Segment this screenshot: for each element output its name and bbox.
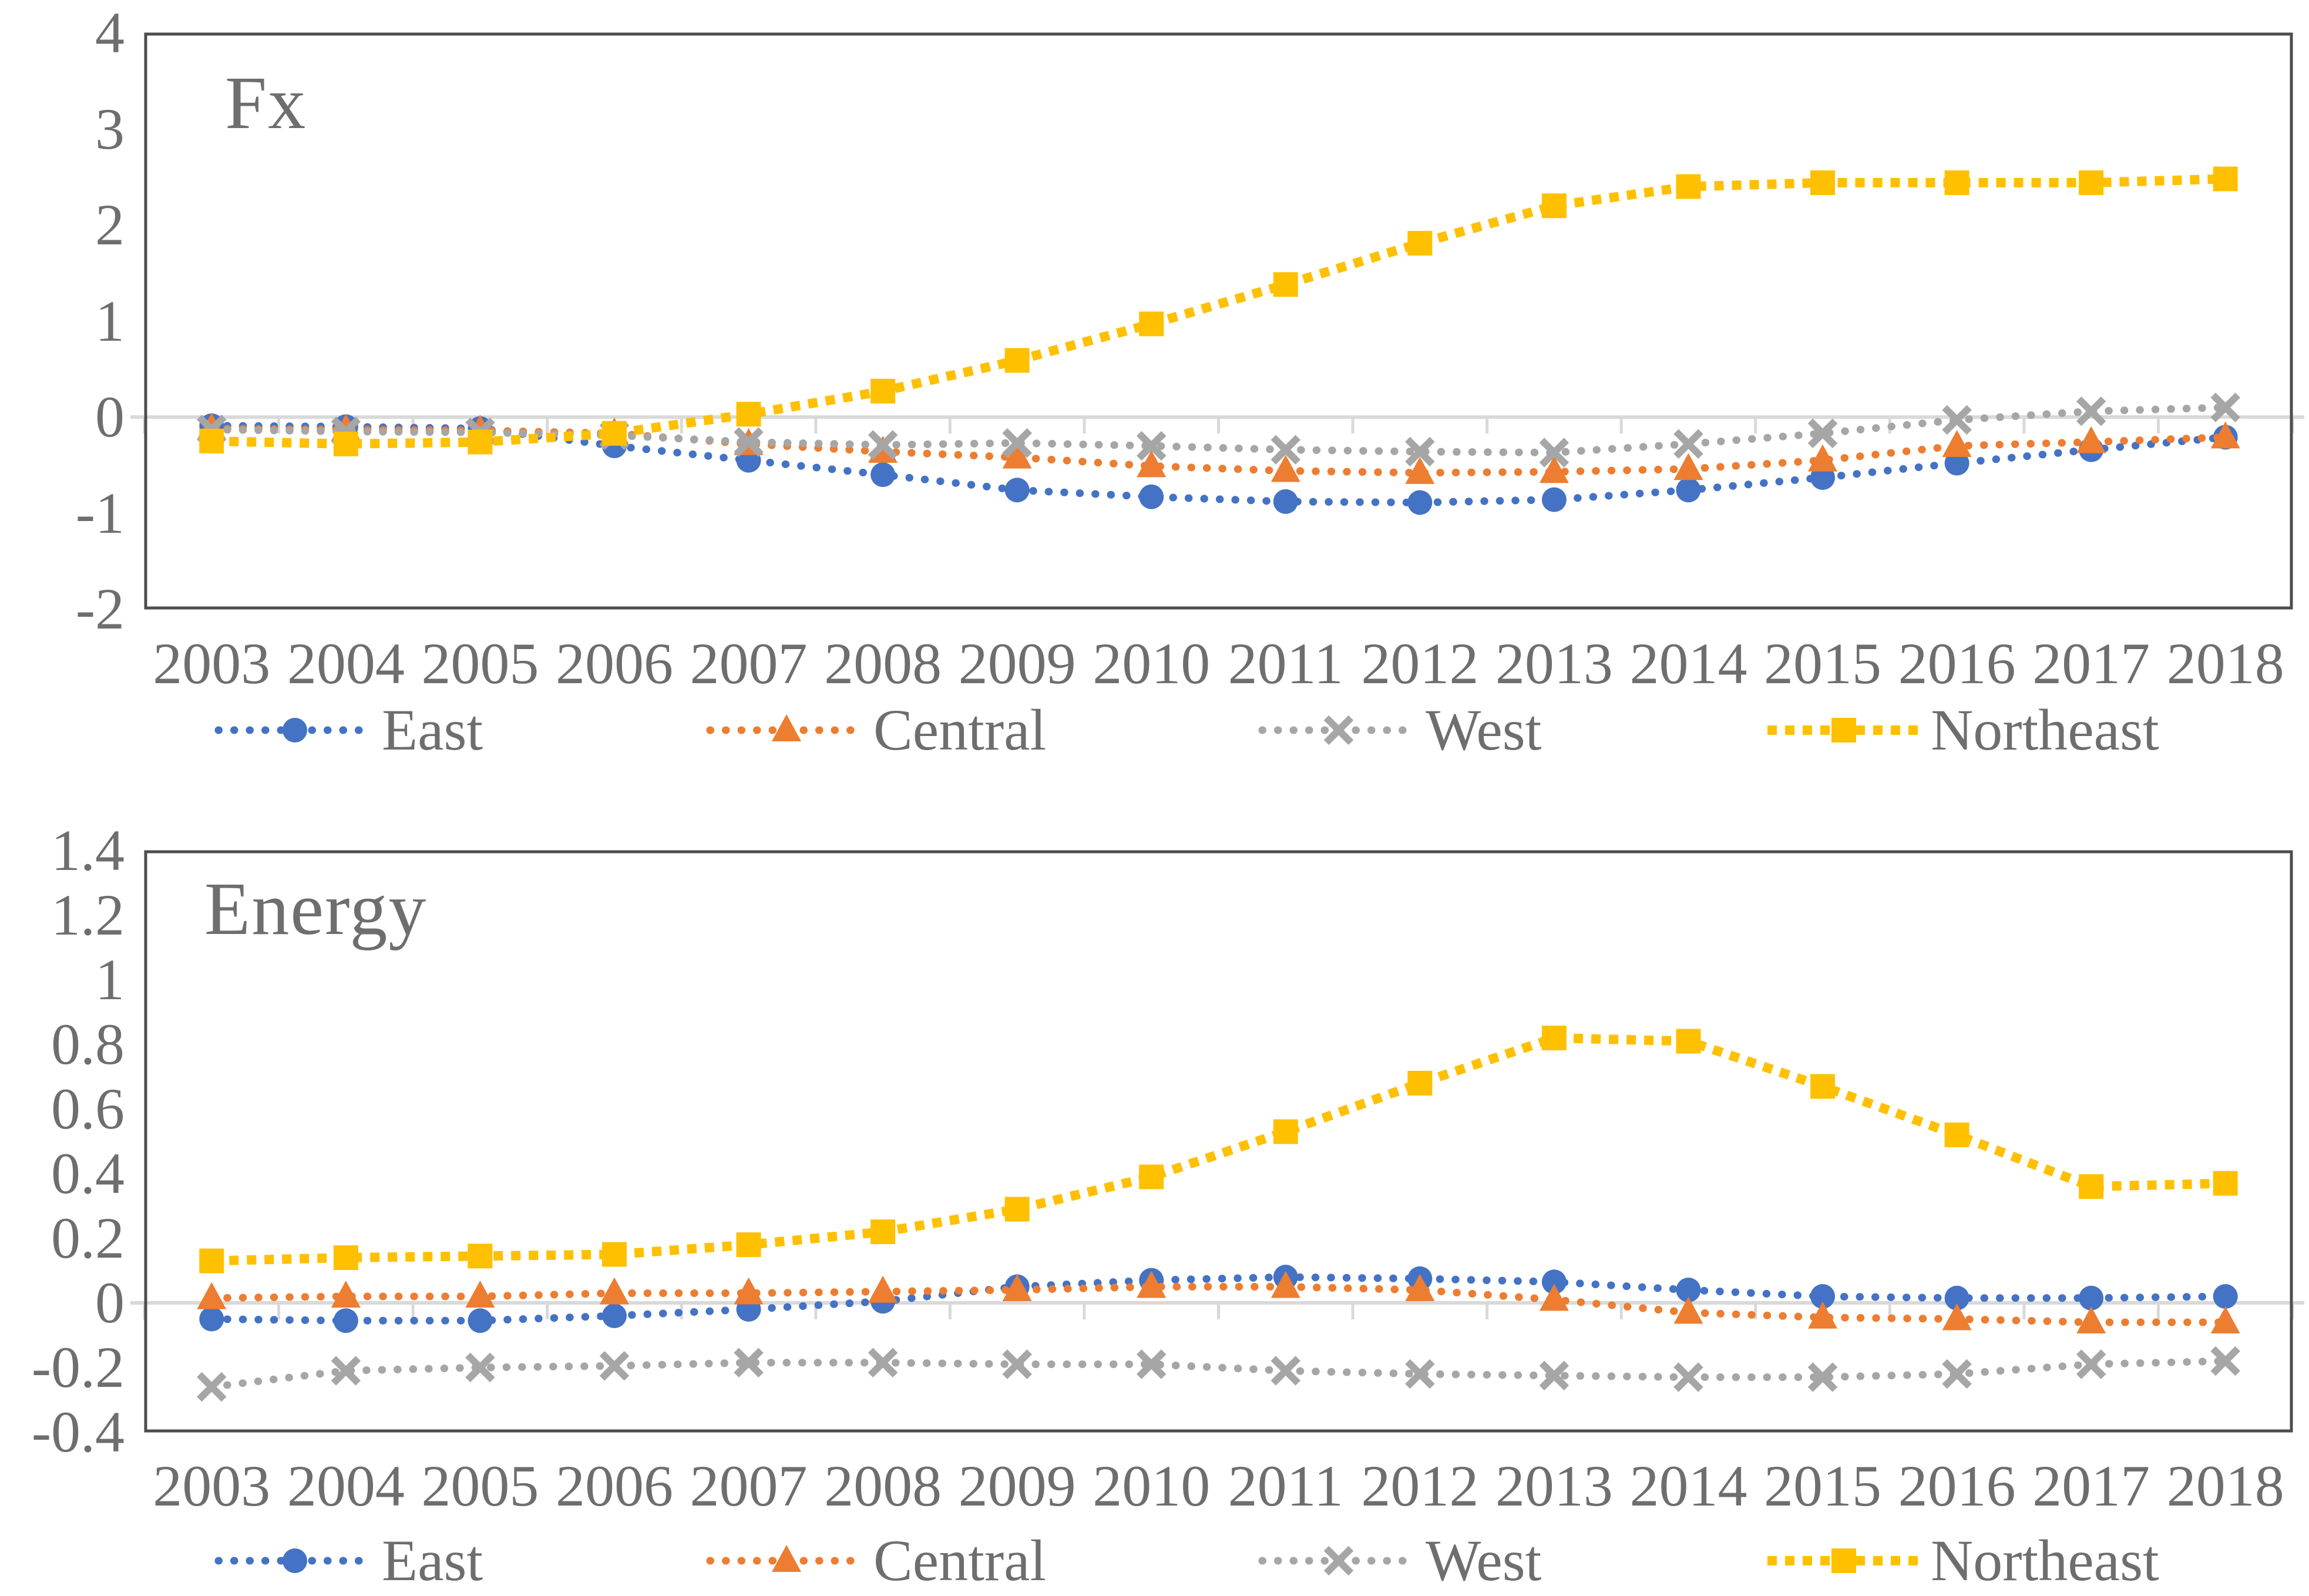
series-line-west: [207, 1357, 2230, 1391]
series-line-central: [207, 1283, 2230, 1326]
series-line-east: [207, 422, 2230, 507]
x-tick-label: 2009: [958, 631, 1076, 696]
chart-title-energy: Energy: [204, 867, 428, 950]
x-tick-label: 2010: [1093, 1453, 1211, 1518]
series-markers-east: [199, 1265, 2238, 1333]
x-tick-label: 2014: [1629, 1453, 1747, 1518]
y-tick-label: 0.8: [51, 1012, 125, 1077]
legend-item-east: East: [214, 1526, 483, 1596]
x-tick-label: 2011: [1228, 1453, 1343, 1518]
y-tick-label: 0: [95, 1270, 125, 1335]
circle-marker-icon: [214, 1548, 375, 1573]
series-markers-central: [197, 1271, 2240, 1333]
x-tick-label: 2006: [555, 1453, 673, 1518]
triangle-marker-icon: [706, 714, 867, 741]
y-tick-label: 0.6: [51, 1076, 125, 1141]
legend-label: Central: [873, 1528, 1047, 1593]
x-tick-label: 2015: [1764, 1453, 1882, 1518]
x-tick-label: 2015: [1764, 631, 1882, 696]
x-tick-label: 2017: [2032, 631, 2150, 696]
plot-area: [130, 850, 2304, 1433]
legend-item-west: West: [1258, 1526, 1542, 1596]
legend-label: Northeast: [1931, 697, 2159, 762]
x-tick-label: 2017: [2032, 1453, 2150, 1518]
y-tick-label: -1: [75, 480, 125, 546]
series-line-northeast: [211, 1033, 2226, 1266]
y-tick-label: 4: [95, 0, 125, 65]
legend-item-central: Central: [706, 695, 1047, 765]
legend-item-central: Central: [706, 1526, 1047, 1596]
series-markers-west: [197, 1346, 2240, 1402]
series-line-west: [207, 404, 2230, 456]
y-tick-label: -0.4: [31, 1399, 125, 1464]
x-tick-label: 2011: [1228, 631, 1343, 696]
legend-label: East: [382, 697, 483, 762]
x-tick-label: 2012: [1361, 1453, 1479, 1518]
circle-marker-icon: [214, 718, 375, 742]
x-tick-label: 2003: [153, 1453, 271, 1518]
x-tick-label: 2018: [2166, 1453, 2284, 1518]
x-tick-label: 2008: [824, 1453, 942, 1518]
x-tick-label: 2016: [1898, 631, 2016, 696]
x-tick-label: 2008: [824, 631, 942, 696]
y-tick-label: 2: [95, 192, 125, 257]
y-tick-label: 0.2: [51, 1205, 125, 1271]
legend-label: East: [382, 1528, 483, 1593]
legend-item-west: West: [1258, 695, 1542, 765]
legend-label: Northeast: [1931, 1528, 2159, 1593]
y-tick-label: 1: [95, 947, 125, 1012]
legend-label: Central: [873, 697, 1047, 762]
x-tick-label: 2007: [690, 1453, 808, 1518]
triangle-marker-icon: [706, 1545, 867, 1572]
x-tick-label: 2005: [421, 1453, 539, 1518]
square-marker-icon: [1767, 718, 1920, 742]
y-tick-label: -0.2: [31, 1335, 125, 1400]
x-tick-label: 2013: [1495, 1453, 1613, 1518]
x-tick-label: 2004: [287, 1453, 405, 1518]
y-tick-label: 0.4: [51, 1141, 125, 1206]
y-tick-label: 0: [95, 384, 125, 449]
x-tick-label: 2005: [421, 631, 539, 696]
x-marker-icon: [1258, 1545, 1419, 1576]
x-marker-icon: [1258, 715, 1419, 745]
legend-item-northeast: Northeast: [1766, 1526, 2159, 1596]
series-line-east: [207, 1273, 2230, 1325]
y-tick-label: 1.4: [51, 818, 125, 883]
series-line-central: [207, 425, 2230, 477]
x-tick-label: 2006: [555, 631, 673, 696]
legend-item-east: East: [214, 695, 483, 765]
x-tick-label: 2013: [1495, 631, 1613, 696]
x-tick-label: 2009: [958, 1453, 1076, 1518]
series-line-northeast: [211, 174, 2226, 449]
series-markers-northeast: [199, 166, 2238, 456]
legend-label: West: [1426, 1528, 1542, 1593]
x-tick-label: 2007: [690, 631, 808, 696]
x-tick-label: 2016: [1898, 1453, 2016, 1518]
x-tick-label: 2003: [153, 631, 271, 696]
x-tick-label: 2010: [1093, 631, 1211, 696]
square-marker-icon: [1767, 1548, 1920, 1573]
legend-label: West: [1426, 697, 1542, 762]
x-tick-label: 2018: [2166, 631, 2284, 696]
x-tick-label: 2012: [1361, 631, 1479, 696]
y-tick-label: -2: [75, 576, 125, 641]
y-tick-label: 1: [95, 288, 125, 354]
chart-title-fx: Fx: [225, 61, 307, 145]
plot-area: [130, 32, 2304, 610]
legend-item-northeast: Northeast: [1766, 695, 2159, 765]
x-tick-label: 2014: [1629, 631, 1747, 696]
x-tick-label: 2004: [287, 631, 405, 696]
y-tick-label: 1.2: [51, 882, 125, 947]
series-markers-northeast: [199, 1026, 2238, 1274]
y-tick-label: 3: [95, 96, 125, 162]
